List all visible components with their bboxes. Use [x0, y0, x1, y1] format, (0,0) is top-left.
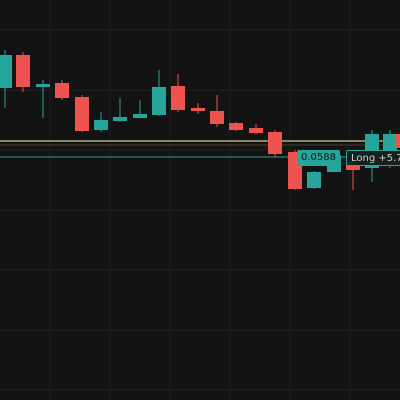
candle-body	[229, 123, 243, 130]
candle-body	[16, 55, 30, 87]
candle	[36, 80, 50, 118]
candle-body	[0, 55, 12, 88]
candles	[0, 50, 400, 190]
candle	[395, 134, 400, 148]
candle-body	[307, 172, 321, 188]
candle	[152, 70, 166, 116]
candle-body	[210, 111, 224, 124]
candle-body	[249, 128, 263, 133]
candle	[0, 50, 12, 108]
candle-body	[395, 134, 400, 148]
candle	[16, 52, 30, 92]
candle-body	[171, 86, 185, 110]
candle	[229, 122, 243, 131]
candle-body	[133, 114, 147, 118]
candle	[94, 112, 108, 132]
candle	[307, 171, 321, 189]
candle	[55, 80, 69, 100]
candle	[171, 74, 185, 112]
candle-body	[36, 84, 50, 87]
current-price-badge: 0.0588	[297, 150, 340, 166]
candle	[268, 130, 282, 157]
candle-body	[94, 120, 108, 130]
candle-body	[191, 108, 205, 111]
candle-body	[113, 117, 127, 121]
candle	[191, 103, 205, 114]
candle	[133, 100, 147, 118]
candle	[113, 98, 127, 122]
candle	[75, 95, 89, 132]
candle-body	[268, 132, 282, 154]
price-lines	[0, 140, 400, 158]
candle-body	[75, 97, 89, 131]
candle-body	[55, 83, 69, 98]
candle-body	[152, 87, 166, 115]
position-label[interactable]: Long +5.7	[346, 150, 400, 166]
candle	[210, 95, 224, 127]
candle	[249, 124, 263, 134]
